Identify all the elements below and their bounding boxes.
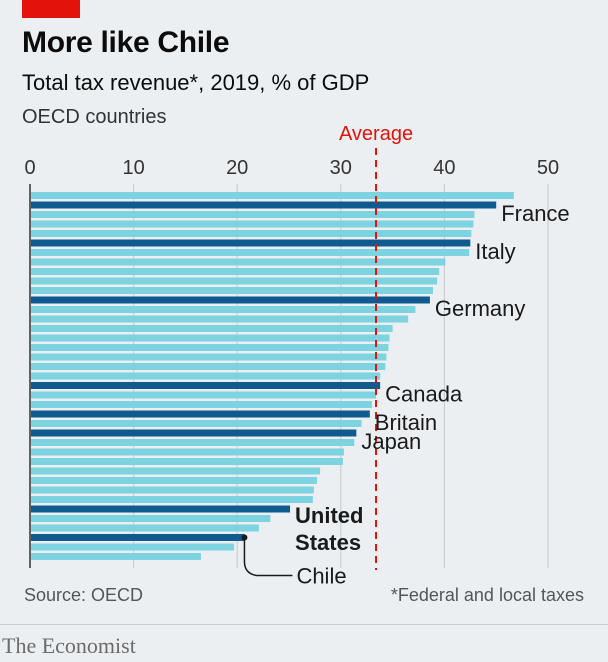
bar-chart: 0 10 20 30 40 50 Average France Italy Germany Cana…	[24, 123, 569, 589]
average-label: Average	[339, 123, 413, 145]
x-tick-label: 30	[330, 157, 352, 179]
x-tick-label: 20	[226, 157, 248, 179]
bar	[31, 220, 474, 228]
bar	[31, 334, 390, 342]
bar	[31, 372, 381, 380]
bar-highlight	[31, 296, 430, 304]
chart-subtitle: Total tax revenue*, 2019, % of GDP	[22, 70, 370, 95]
bar	[31, 315, 409, 323]
x-tick-label: 10	[122, 157, 144, 179]
bar	[31, 363, 386, 370]
x-tick-label: 40	[433, 157, 455, 179]
bar-highlight	[31, 201, 497, 209]
bar	[31, 543, 235, 551]
bar	[31, 524, 259, 532]
brand-logo: The Economist	[2, 633, 136, 658]
bar	[31, 477, 317, 484]
bar	[31, 277, 438, 285]
x-tick-label: 50	[537, 157, 559, 179]
source-note: Source: OECD	[24, 585, 144, 605]
chart-title: More like Chile	[22, 26, 230, 59]
bar	[31, 496, 313, 503]
bar	[31, 344, 389, 351]
bar	[31, 439, 355, 446]
chart-note: OECD countries	[22, 106, 167, 128]
bar	[31, 515, 271, 522]
bar	[31, 211, 475, 218]
bar	[31, 353, 387, 361]
bar-highlight	[31, 239, 471, 247]
country-label: Britain	[375, 410, 437, 435]
footnote: *Federal and local taxes	[390, 585, 584, 605]
bar	[31, 391, 377, 399]
chile-leader-line	[243, 537, 293, 577]
bar	[31, 230, 472, 237]
bar	[31, 258, 446, 266]
bar-highlight	[31, 429, 357, 437]
bar-highlight	[31, 410, 370, 418]
bar	[31, 486, 314, 494]
country-label-line: States	[295, 530, 361, 555]
country-label-line: United	[295, 503, 363, 528]
bar	[31, 420, 362, 427]
accent-tab	[22, 0, 80, 18]
country-label: France	[501, 201, 569, 226]
bar	[31, 458, 343, 465]
bar	[31, 287, 434, 294]
bar-highlight	[31, 382, 381, 389]
bar	[31, 249, 470, 256]
country-label: Canada	[385, 382, 463, 407]
country-label: United States	[295, 503, 363, 555]
bar-highlight	[31, 534, 245, 541]
country-label: Italy	[475, 239, 515, 264]
country-label: Germany	[435, 296, 525, 321]
x-tick-label: 0	[24, 157, 35, 179]
chile-marker	[241, 534, 248, 541]
bar	[31, 268, 440, 275]
bar	[31, 306, 416, 313]
brand-divider	[0, 624, 608, 625]
bar-highlight	[31, 505, 291, 513]
bar	[31, 448, 344, 456]
bar	[31, 401, 372, 408]
country-label: Chile	[296, 564, 346, 589]
bar	[31, 553, 201, 560]
bar	[31, 192, 514, 199]
country-label: Japan	[361, 429, 421, 454]
bar	[31, 467, 321, 475]
bar	[31, 325, 393, 332]
